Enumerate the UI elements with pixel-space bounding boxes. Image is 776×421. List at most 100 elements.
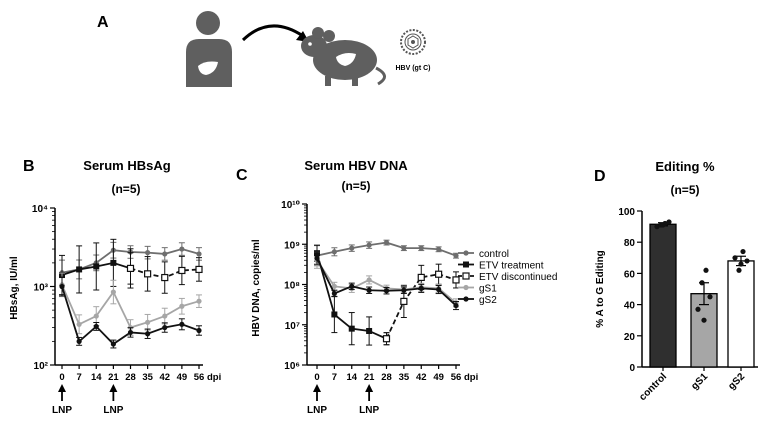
- y-tick-label: 10³: [34, 283, 49, 294]
- data-point-etv_disc: [382, 335, 391, 343]
- data-point-etv_disc: [126, 264, 135, 273]
- y-tick-label: 0: [629, 363, 635, 374]
- panel-d-title: Editing %: [655, 159, 715, 174]
- panel-b-plot: 10² 10³ 10⁴ 0 7 14 21 28 35 42 49 56 dpi LNP LNP: [32, 204, 221, 416]
- lnp-label: LNP: [307, 405, 327, 416]
- data-point-etv_disc: [161, 273, 169, 282]
- data-point-gS2: [383, 288, 390, 294]
- x-axis-unit-label: dpi: [207, 372, 221, 383]
- data-point-etv_disc: [178, 266, 186, 275]
- data-point-gS2: [418, 285, 424, 292]
- panel-letter-c: C: [236, 167, 248, 184]
- y-tick-label: 10¹⁰: [281, 200, 300, 211]
- x-tick-label: 21: [108, 372, 119, 383]
- legend-marker-etv: [463, 261, 469, 268]
- bar-gS2: [727, 260, 755, 368]
- data-point-gS2: [331, 290, 337, 297]
- y-tick-label: 10²: [34, 361, 49, 372]
- x-tick-label: 0: [314, 372, 319, 383]
- data-point-gS2: [76, 338, 82, 344]
- legend-label-gS1: gS1: [479, 284, 497, 295]
- data-point-etv_disc: [417, 273, 425, 282]
- data-point-gS2: [366, 287, 372, 293]
- panel-letter-b: B: [23, 158, 35, 175]
- data-point-gS2: [110, 341, 116, 347]
- x-tick-label: 35: [399, 372, 410, 383]
- replicate-point: [740, 248, 746, 255]
- lnp-label: LNP: [359, 405, 379, 416]
- replicate-point: [736, 267, 742, 273]
- data-point-etv_disc: [195, 265, 203, 274]
- y-tick-label: 80: [624, 238, 636, 249]
- data-point-etv_disc: [435, 270, 443, 278]
- transfer-arrow-icon: [241, 24, 304, 42]
- data-point-control: [453, 253, 459, 259]
- data-point-etv: [76, 266, 83, 273]
- data-point-control: [196, 251, 202, 257]
- legend-marker-etv_disc: [462, 272, 470, 280]
- data-point-gS1: [366, 277, 372, 283]
- x-tick-label: 49: [177, 372, 188, 383]
- x-tick-label: 7: [76, 372, 81, 383]
- data-point-gS2: [162, 324, 168, 331]
- series-control: [314, 239, 459, 267]
- panel-d-y-label: % A to G Editing: [595, 250, 606, 328]
- x-axis-unit-label: dpi: [464, 372, 478, 383]
- x-tick-label: 35: [142, 372, 153, 383]
- series-gS2: [314, 251, 459, 311]
- replicate-point: [744, 258, 750, 264]
- data-point-control: [331, 249, 337, 255]
- panel-d: D Editing % (n=5) % A to G Editing 0 20 40…: [594, 159, 758, 403]
- y-tick-label: 60: [624, 269, 636, 280]
- replicate-point: [738, 261, 744, 267]
- data-point-etv: [348, 325, 355, 332]
- data-point-gS2: [179, 321, 185, 327]
- x-tick-label-control: control: [637, 371, 669, 403]
- data-point-control: [349, 245, 355, 251]
- panel-b-y-label: HBsAg, IU/ml: [9, 256, 20, 320]
- hbv-genotype-label: HBV (gt C): [396, 65, 431, 72]
- legend-label-etv: ETV treatment: [479, 261, 544, 272]
- data-point-control: [179, 246, 185, 252]
- data-point-gS2: [93, 323, 99, 330]
- lnp-label: LNP: [103, 405, 123, 416]
- data-point-etv_disc: [144, 270, 152, 278]
- y-tick-label: 100: [618, 207, 635, 218]
- series-etv_disc: [126, 252, 203, 294]
- series-etv_disc: [382, 263, 460, 346]
- y-tick-label: 10⁸: [284, 281, 300, 292]
- x-tick-label: 42: [159, 372, 170, 383]
- x-tick-label: 0: [59, 372, 64, 383]
- hbv-virion-icon: [400, 29, 426, 55]
- panel-d-plot: 0 20 40 60 80 100 control gS1 gS2: [618, 207, 758, 403]
- legend-marker-gS1: [463, 284, 469, 291]
- data-point-gS2: [196, 327, 202, 334]
- legend-marker-control: [463, 250, 469, 256]
- x-tick-label: 21: [364, 372, 375, 383]
- data-point-gS1: [179, 303, 185, 309]
- replicate-point: [707, 294, 713, 300]
- bar-gS1: [690, 293, 718, 368]
- data-point-etv: [110, 259, 117, 266]
- x-tick-label: 56: [194, 372, 205, 383]
- replicate-point: [732, 255, 738, 261]
- series-etv: [314, 244, 390, 346]
- data-point-gS1: [162, 313, 168, 319]
- panel-c-y-label: HBV DNA, copies/ml: [251, 239, 262, 336]
- panel-d-subtitle: (n=5): [670, 183, 699, 197]
- data-point-gS1: [196, 298, 202, 304]
- data-point-gS1: [93, 313, 99, 319]
- data-point-gS2: [453, 302, 459, 309]
- x-tick-label: 28: [381, 372, 392, 383]
- replicate-point: [695, 306, 701, 312]
- data-point-control: [401, 245, 407, 251]
- panel-letter-a: A: [97, 14, 109, 31]
- panel-b-subtitle: (n=5): [111, 182, 140, 196]
- y-tick-label: 40: [624, 301, 636, 312]
- lnp-arrow-head: [365, 384, 374, 392]
- series-gS1: [314, 251, 459, 308]
- panel-c-title: Serum HBV DNA: [304, 158, 408, 173]
- lnp-arrow-head: [313, 384, 321, 392]
- person-liver-icon: [186, 11, 232, 87]
